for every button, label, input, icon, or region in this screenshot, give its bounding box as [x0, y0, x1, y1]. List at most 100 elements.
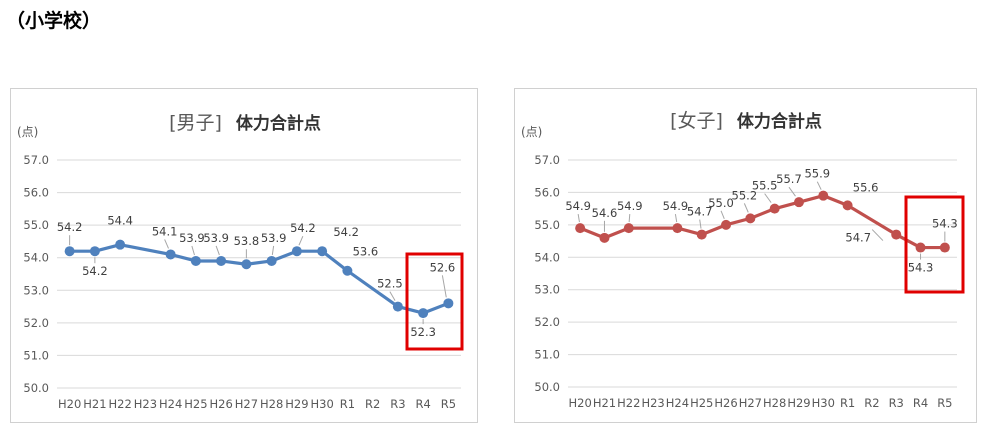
boys-x-tick-label: H29	[285, 397, 308, 411]
girls-data-label: 55.0	[708, 196, 734, 210]
boys-data-label: 53.9	[261, 231, 287, 245]
girls-x-tick-label: R2	[864, 396, 879, 410]
girls-data-label: 54.7	[845, 231, 871, 245]
girls-data-point	[696, 229, 707, 240]
boys-label-leader-line	[441, 275, 447, 298]
boys-y-tick-label: 55.0	[23, 218, 49, 232]
girls-data-point	[818, 190, 829, 201]
girls-label-leader-line	[743, 203, 749, 213]
boys-highlight-box	[405, 252, 464, 351]
boys-x-tick-label: H20	[58, 397, 81, 411]
girls-data-point	[769, 203, 780, 214]
girls-x-tick-label: H24	[666, 396, 689, 410]
girls-highlight-box	[904, 195, 965, 294]
girls-y-tick-label: 56.0	[534, 185, 560, 199]
boys-title-main: 体力合計点	[236, 113, 321, 134]
boys-x-tick-label: H21	[83, 397, 106, 411]
girls-chart-panel: [女子] 体力合計点 (点) 57.0 56.0 55.0 54.0 53.0 52.0 51.0…	[514, 88, 977, 423]
girls-label-leader-line	[764, 193, 772, 203]
girls-x-tick-label: H26	[714, 396, 737, 410]
boys-data-point	[190, 255, 201, 266]
page-heading: （小学校）	[6, 10, 102, 32]
boys-x-tick-label: H24	[159, 397, 182, 411]
boys-data-point	[291, 246, 302, 257]
boys-y-tick-label: 51.0	[23, 348, 49, 362]
boys-y-tick-label: 52.0	[23, 316, 49, 330]
boys-unit-label: (点)	[17, 125, 38, 139]
girls-y-tick-label: 53.0	[534, 283, 560, 297]
girls-chart-svg: [女子] 体力合計点 (点) 57.0 56.0 55.0 54.0 53.0 52.0 51.0…	[521, 110, 965, 410]
boys-data-label: 52.3	[410, 325, 436, 339]
girls-x-tick-label: H23	[641, 396, 664, 410]
girls-y-tick-label: 55.0	[534, 218, 560, 232]
girls-y-tick-label: 54.0	[534, 250, 560, 264]
girls-x-tick-label: H25	[690, 396, 713, 410]
girls-label-leader-line	[816, 181, 822, 190]
girls-y-tick-label: 51.0	[534, 348, 560, 362]
boys-y-tick-label: 54.0	[23, 251, 49, 265]
girls-label-leader-line	[788, 186, 796, 197]
boys-data-point	[216, 255, 227, 266]
girls-data-label: 55.5	[752, 179, 778, 193]
boys-x-tick-label: R4	[415, 397, 430, 411]
girls-data-point	[599, 232, 610, 243]
girls-data-point	[915, 242, 926, 253]
boys-data-label: 52.5	[377, 277, 403, 291]
girls-data-point	[721, 219, 732, 230]
girls-x-tick-label: R3	[889, 396, 904, 410]
girls-x-tick-label: H29	[787, 396, 810, 410]
girls-x-tick-label: H20	[569, 396, 592, 410]
boys-data-label: 52.6	[430, 260, 456, 274]
girls-data-label: 55.2	[732, 188, 758, 202]
boys-x-tick-label: H26	[209, 397, 232, 411]
boys-data-point	[342, 265, 353, 276]
boys-data-label: 54.2	[333, 225, 359, 239]
boys-title-prefix: [男子]	[169, 112, 222, 134]
boys-x-tick-label: R5	[441, 397, 456, 411]
boys-chart-title: [男子] 体力合計点	[169, 112, 321, 134]
boys-label-leader-line	[191, 245, 195, 256]
girls-label-leader-line	[628, 214, 631, 223]
girls-x-tick-label: R5	[937, 396, 952, 410]
boys-x-tick-label: R2	[365, 397, 380, 411]
boys-x-tick-label: H30	[310, 397, 333, 411]
boys-x-tick-label: R1	[340, 397, 355, 411]
boys-data-point	[418, 308, 429, 319]
girls-x-tick-label: H21	[593, 396, 616, 410]
girls-data-point	[672, 223, 683, 234]
boys-y-tick-label: 50.0	[23, 381, 49, 395]
girls-chart-title: [女子] 体力合計点	[670, 110, 822, 132]
girls-title-prefix: [女子]	[670, 110, 723, 132]
boys-data-point	[443, 298, 454, 309]
boys-label-leader-line	[215, 245, 220, 256]
boys-data-point	[241, 259, 252, 270]
girls-data-point	[575, 223, 586, 234]
girls-series-line	[578, 194, 947, 250]
boys-data-label: 54.1	[152, 224, 178, 238]
boys-x-tick-label: R3	[390, 397, 405, 411]
girls-label-leader-line	[699, 219, 702, 229]
girls-data-point	[939, 242, 950, 253]
boys-x-tick-label: H22	[108, 397, 131, 411]
girls-y-tick-label: 50.0	[534, 380, 560, 394]
boys-x-tick-label: H27	[235, 397, 258, 411]
boys-data-label: 53.9	[179, 231, 205, 245]
girls-y-tick-label: 57.0	[534, 153, 560, 167]
girls-y-tick-label: 52.0	[534, 315, 560, 329]
boys-chart-panel: [男子] 体力合計点 (点) 57.0 56.0 55.0 54.0 53.0 52.0 51.0…	[10, 88, 478, 423]
girls-x-tick-label: R1	[840, 396, 855, 410]
boys-data-point	[317, 246, 328, 257]
boys-data-label: 54.4	[107, 214, 133, 228]
girls-data-point	[842, 200, 853, 211]
girls-data-label: 54.7	[687, 205, 713, 219]
boys-label-leader-line	[164, 239, 169, 249]
boys-data-label: 53.8	[234, 234, 260, 248]
boys-chart-svg: [男子] 体力合計点 (点) 57.0 56.0 55.0 54.0 53.0 52.0 51.0…	[17, 112, 464, 411]
girls-data-point	[745, 213, 756, 224]
boys-label-leader-line	[389, 291, 396, 301]
boys-data-label: 53.6	[353, 245, 379, 259]
girls-data-label: 54.6	[592, 206, 618, 220]
boys-y-tick-label: 57.0	[23, 153, 49, 167]
girls-x-tick-label: H30	[812, 396, 835, 410]
girls-data-point	[891, 229, 902, 240]
